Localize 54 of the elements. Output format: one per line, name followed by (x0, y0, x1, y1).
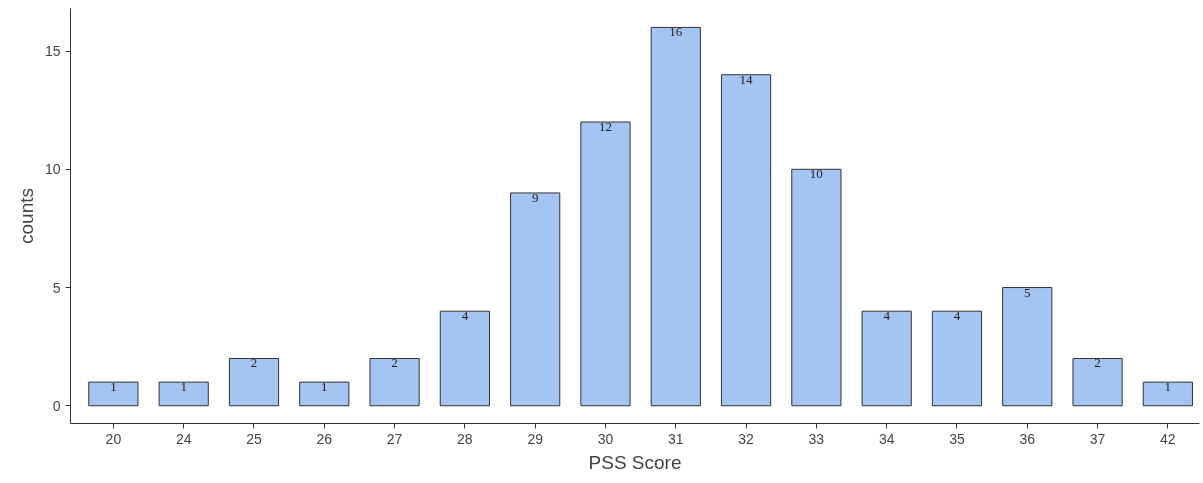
data-label: 2 (391, 355, 398, 371)
x-tick-label: 37 (1089, 430, 1106, 447)
bar (931, 310, 983, 407)
x-tick-label: 36 (1019, 430, 1036, 447)
x-tick-label: 31 (667, 430, 684, 447)
x-tick-label: 24 (175, 430, 192, 447)
y-tick-label: 0 (52, 397, 61, 414)
bar (369, 357, 420, 407)
y-axis-title: counts (15, 188, 37, 244)
data-label: 9 (531, 189, 539, 205)
bar (720, 74, 772, 407)
y-tick-label: 15 (44, 43, 61, 60)
bar (439, 310, 490, 407)
data-label: 10 (809, 166, 823, 182)
bar (88, 381, 139, 407)
data-label: 2 (250, 355, 258, 371)
y-tick-label: 10 (44, 161, 61, 178)
data-label: 14 (739, 71, 754, 87)
bar (299, 381, 350, 407)
y-tick-label: 5 (52, 279, 61, 296)
bar (650, 26, 701, 407)
x-tick-label: 27 (386, 430, 403, 447)
bar (510, 192, 561, 407)
x-tick-label: 28 (457, 430, 473, 447)
bar (1002, 287, 1053, 407)
data-label: 1 (180, 379, 187, 395)
bar (861, 310, 912, 407)
data-label: 1 (1164, 379, 1172, 395)
bar (1072, 357, 1123, 407)
x-tick-label: 30 (597, 430, 614, 447)
data-label: 4 (953, 308, 961, 324)
bar (158, 381, 209, 407)
data-label: 4 (461, 308, 469, 324)
data-label: 16 (669, 24, 683, 40)
x-tick-label: 33 (808, 430, 825, 447)
x-tick-label: 42 (1160, 430, 1176, 447)
data-label: 2 (1094, 355, 1101, 371)
bar (1142, 381, 1193, 407)
data-label: 1 (110, 379, 117, 395)
data-label: 5 (1024, 284, 1031, 300)
data-label: 12 (598, 119, 612, 134)
x-tick-label: 26 (316, 430, 333, 447)
bar (228, 357, 280, 407)
x-tick-label: 32 (738, 430, 755, 447)
x-tick-label: 34 (878, 430, 895, 447)
x-tick-label: 20 (105, 430, 122, 447)
bar (580, 121, 631, 407)
x-tick-label: 29 (527, 430, 544, 447)
bar (791, 168, 842, 407)
x-axis-title: PSS Score (588, 451, 682, 473)
data-label: 1 (321, 379, 328, 395)
x-tick-label: 25 (246, 430, 262, 447)
x-tick-label: 35 (949, 430, 965, 447)
data-label: 4 (883, 308, 891, 324)
